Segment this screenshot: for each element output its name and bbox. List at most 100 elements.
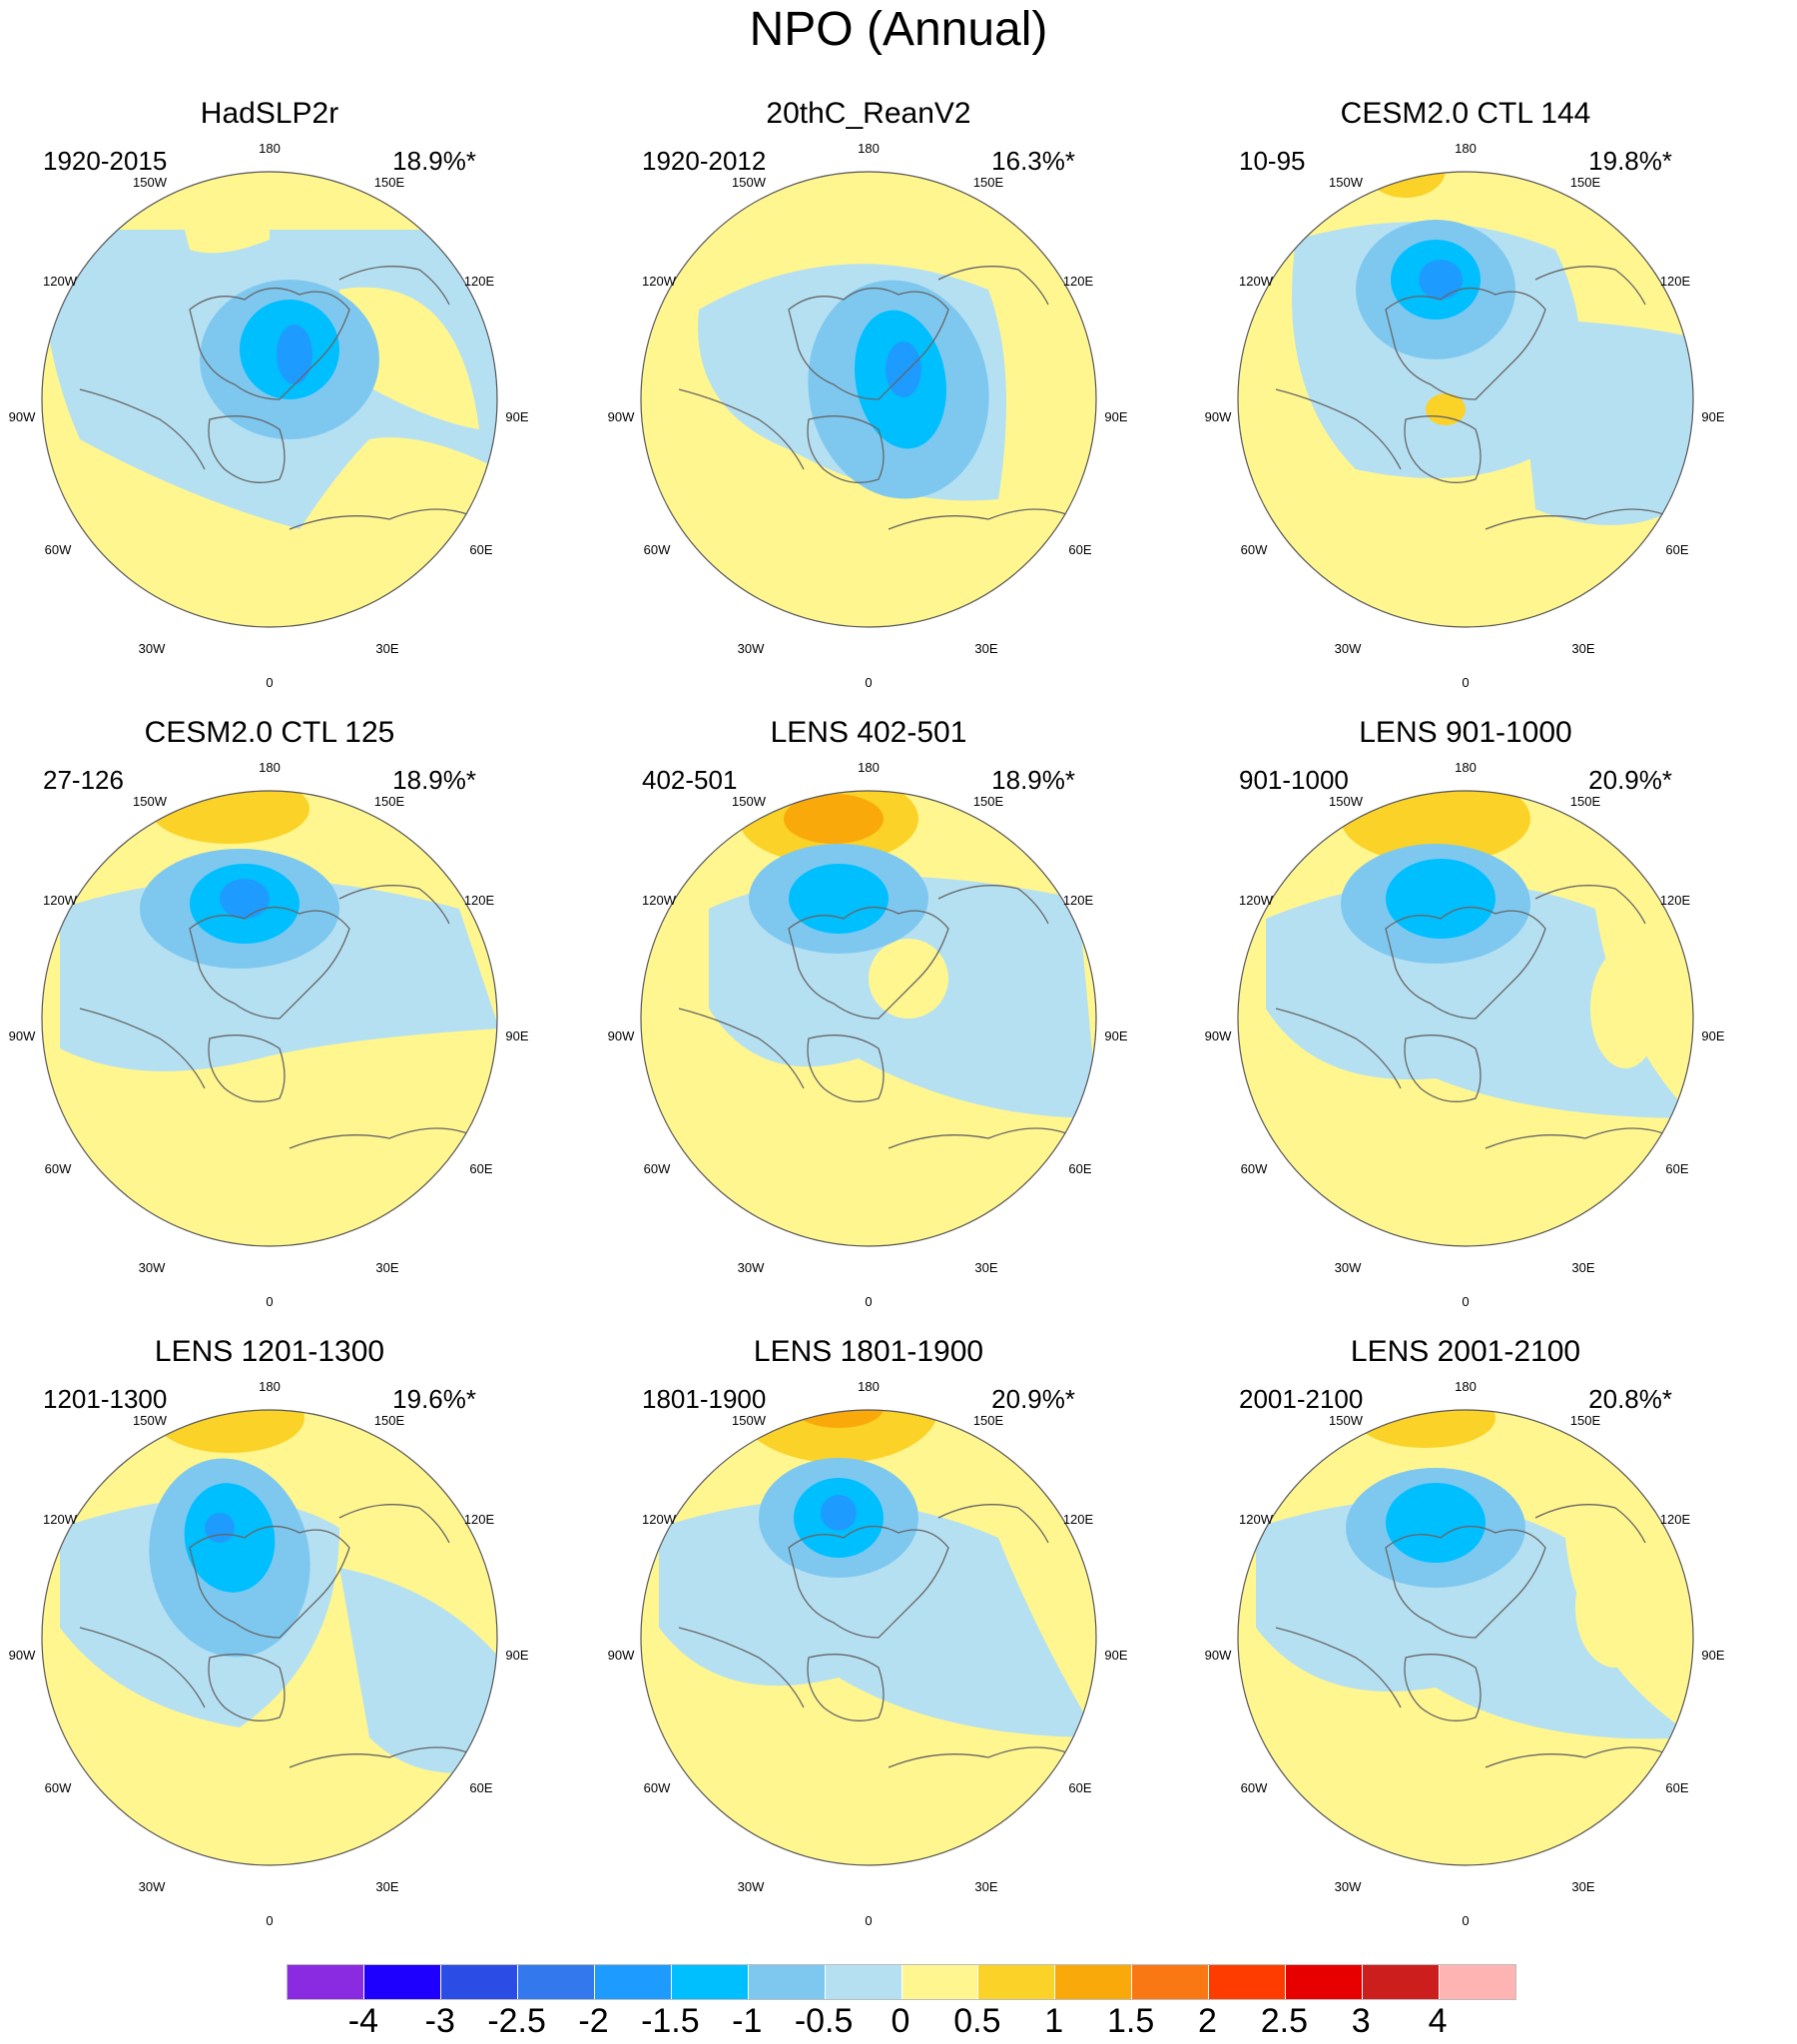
- lon-label: 90W: [1204, 1028, 1232, 1043]
- colorbar-segment: [747, 1965, 825, 1999]
- lon-label: 0: [266, 675, 274, 690]
- lon-label: 180: [259, 1379, 281, 1394]
- colorbar-tick-label: -3: [424, 2002, 455, 2040]
- lon-label: 90E: [505, 1648, 529, 1663]
- lon-label: 90W: [8, 409, 36, 424]
- lon-label: 30E: [375, 641, 399, 656]
- lon-label: 30E: [375, 1260, 399, 1275]
- lon-label: 120E: [463, 274, 495, 289]
- lon-label: 150E: [972, 175, 1004, 190]
- lon-label: 90E: [505, 1028, 529, 1043]
- colorbar-segment: [593, 1965, 671, 1999]
- lon-label: 60W: [44, 542, 72, 557]
- lon-label: 120E: [463, 1512, 495, 1527]
- colorbar-segment: [1131, 1965, 1209, 1999]
- panel-variance: 18.9%*: [392, 765, 476, 795]
- panel-variance: 19.8%*: [1588, 146, 1672, 176]
- lon-label: 90E: [1104, 1028, 1128, 1043]
- colorbar-segment: [1054, 1965, 1132, 1999]
- lon-label: 120W: [43, 1512, 77, 1527]
- panel-title: LENS 402-501: [770, 716, 967, 749]
- panel-variance: 16.3%*: [991, 146, 1075, 176]
- lon-label: 60W: [643, 1780, 671, 1795]
- colorbar-tick-label: 2.5: [1260, 2002, 1309, 2040]
- colorbar-tick-label: 3: [1351, 2002, 1371, 2040]
- panel-years: 27-126: [43, 765, 124, 795]
- panel-title: LENS 901-1000: [1359, 716, 1572, 749]
- polar-map: [1237, 1409, 1694, 1866]
- colorbar-tick-label: 0.5: [953, 2002, 1001, 2040]
- panel-variance: 18.9%*: [392, 146, 476, 176]
- lon-label: 150E: [1569, 1413, 1601, 1428]
- lon-label: 60W: [1240, 542, 1268, 557]
- polar-map: [41, 171, 498, 628]
- lon-label: 120W: [642, 1512, 676, 1527]
- lon-label: 30E: [974, 1879, 998, 1894]
- lon-label: 60W: [643, 542, 671, 557]
- colorbar-segment: [670, 1965, 748, 1999]
- panel-title: HadSLP2r: [200, 97, 339, 130]
- lon-label: 120E: [1659, 893, 1691, 908]
- panel-title: LENS 1801-1900: [753, 1335, 984, 1368]
- lon-label: 30W: [138, 1260, 166, 1275]
- lon-label: 150E: [972, 1413, 1004, 1428]
- lon-label: 120W: [1239, 274, 1273, 289]
- lon-label: 90E: [1701, 409, 1725, 424]
- lon-label: 0: [266, 1294, 274, 1309]
- lon-label: 0: [1462, 675, 1470, 690]
- lon-label: 60E: [1665, 1780, 1689, 1795]
- lon-label: 60E: [469, 1780, 493, 1795]
- lon-label: 150E: [972, 794, 1004, 809]
- colorbar-segment: [288, 1965, 363, 1999]
- colorbar-segment: [516, 1965, 594, 1999]
- panel-years: 1920-2012: [642, 146, 767, 176]
- lon-label: 90W: [1204, 409, 1232, 424]
- lon-label: 150W: [732, 175, 766, 190]
- panel-variance: 20.9%*: [1588, 765, 1672, 795]
- lon-label: 120W: [1239, 1512, 1273, 1527]
- lon-label: 120E: [1659, 1512, 1691, 1527]
- lon-label: 150W: [133, 175, 167, 190]
- panel-title: 20thC_ReanV2: [766, 97, 971, 130]
- colorbar-segment: [1208, 1965, 1286, 1999]
- lon-label: 90E: [1701, 1648, 1725, 1663]
- panel-years: 1920-2015: [43, 146, 168, 176]
- colorbar-tick-label: -1: [732, 2002, 763, 2040]
- map-panel: 20thC_ReanV2 1920-2012 16.3%* 180 150W 150E 1…: [599, 0, 1138, 690]
- map-panel: LENS 1201-1300 1201-1300 19.6%* 180 150W 150…: [0, 1238, 539, 1928]
- lon-label: 30E: [974, 1260, 998, 1275]
- colorbar-segment: [824, 1965, 901, 1999]
- panel-variance: 20.8%*: [1588, 1384, 1672, 1414]
- lon-label: 150W: [1329, 175, 1363, 190]
- colorbar-tick-label: -4: [347, 2002, 378, 2040]
- map-panel: LENS 2001-2100 2001-2100 20.8%* 180 150W 150…: [1196, 1238, 1735, 1928]
- lon-label: 120W: [642, 274, 676, 289]
- colorbar-tick-label: 4: [1428, 2002, 1448, 2040]
- lon-label: 150W: [732, 794, 766, 809]
- lon-label: 60W: [1240, 1161, 1268, 1176]
- polar-map: [1237, 171, 1694, 628]
- lon-label: 120W: [1239, 893, 1273, 908]
- lon-label: 30E: [375, 1879, 399, 1894]
- colorbar-segment: [362, 1965, 440, 1999]
- lon-label: 60W: [44, 1161, 72, 1176]
- polar-map: [1237, 790, 1694, 1247]
- lon-label: 180: [858, 141, 880, 156]
- colorbar-tick-label: -2.5: [487, 2002, 546, 2040]
- colorbar-segment: [1362, 1965, 1440, 1999]
- lon-label: 180: [1455, 1379, 1477, 1394]
- panel-years: 2001-2100: [1239, 1384, 1364, 1414]
- panel-variance: 20.9%*: [991, 1384, 1075, 1414]
- map-panel: CESM2.0 CTL 125 27-126 18.9%* 180 150W 150E 1…: [0, 619, 539, 1309]
- lon-label: 180: [858, 1379, 880, 1394]
- lon-label: 150E: [373, 175, 405, 190]
- lon-label: 150E: [373, 794, 405, 809]
- lon-label: 60E: [469, 1161, 493, 1176]
- colorbar-labels: -4 -3 -2.5 -2 -1.5 -1 -0.5 0 0.5 1 1.5 2 2.5 3 4: [0, 2002, 1797, 2042]
- lon-label: 60E: [1665, 1161, 1689, 1176]
- lon-label: 120W: [43, 893, 77, 908]
- lon-label: 150E: [373, 1413, 405, 1428]
- lon-label: 60W: [1240, 1780, 1268, 1795]
- colorbar-segment: [1285, 1965, 1363, 1999]
- panel-title: CESM2.0 CTL 125: [144, 716, 395, 749]
